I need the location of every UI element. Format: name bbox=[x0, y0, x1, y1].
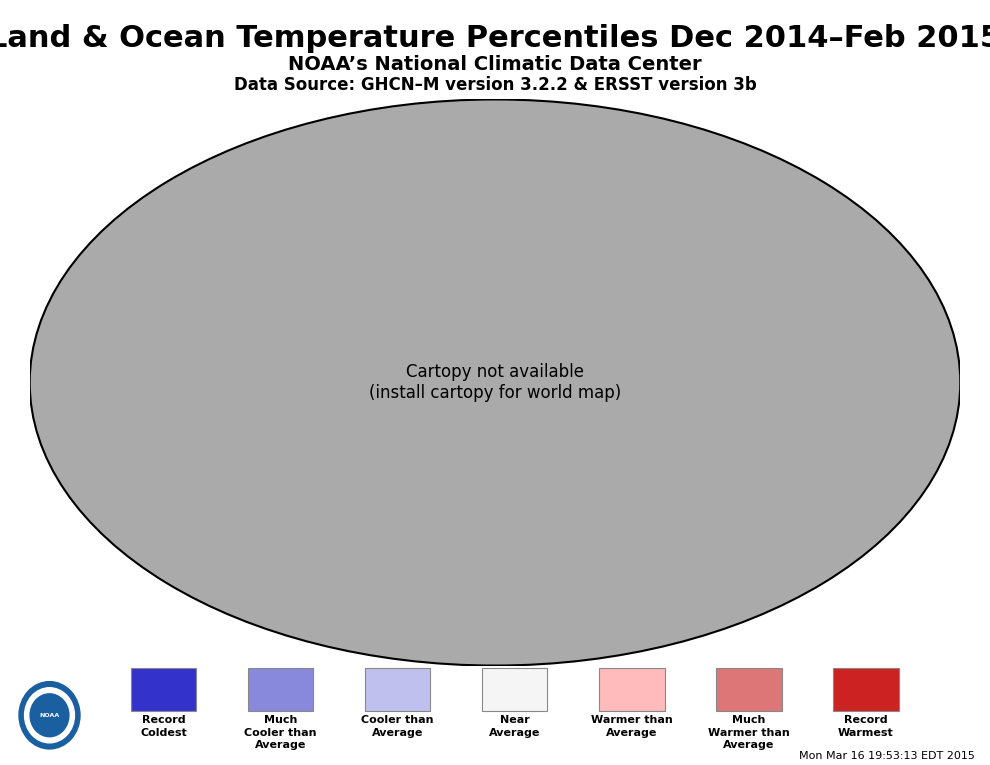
Text: Cartopy not available
(install cartopy for world map): Cartopy not available (install cartopy f… bbox=[369, 363, 621, 402]
Text: Near
Average: Near Average bbox=[489, 715, 541, 737]
Text: NOAA: NOAA bbox=[40, 713, 59, 718]
Bar bbox=[717, 668, 781, 711]
Bar bbox=[482, 668, 547, 711]
Bar bbox=[131, 668, 196, 711]
Text: Warmer than
Average: Warmer than Average bbox=[591, 715, 673, 737]
Text: Record
Warmest: Record Warmest bbox=[839, 715, 894, 737]
Text: Much
Warmer than
Average: Much Warmer than Average bbox=[708, 715, 790, 750]
Text: Cooler than
Average: Cooler than Average bbox=[361, 715, 434, 737]
Bar bbox=[365, 668, 431, 711]
Circle shape bbox=[25, 688, 74, 743]
Bar bbox=[834, 668, 899, 711]
Text: Mon Mar 16 19:53:13 EDT 2015: Mon Mar 16 19:53:13 EDT 2015 bbox=[799, 751, 975, 761]
Bar bbox=[599, 668, 664, 711]
Circle shape bbox=[30, 694, 69, 737]
Text: Data Source: GHCN–M version 3.2.2 & ERSST version 3b: Data Source: GHCN–M version 3.2.2 & ERSS… bbox=[234, 76, 756, 95]
Text: Record
Coldest: Record Coldest bbox=[141, 715, 187, 737]
Text: Much
Cooler than
Average: Much Cooler than Average bbox=[245, 715, 317, 750]
Bar bbox=[248, 668, 313, 711]
Ellipse shape bbox=[30, 99, 960, 666]
Text: Land & Ocean Temperature Percentiles Dec 2014–Feb 2015: Land & Ocean Temperature Percentiles Dec… bbox=[0, 24, 990, 54]
Text: NOAA’s National Climatic Data Center: NOAA’s National Climatic Data Center bbox=[288, 55, 702, 74]
Circle shape bbox=[19, 682, 80, 749]
